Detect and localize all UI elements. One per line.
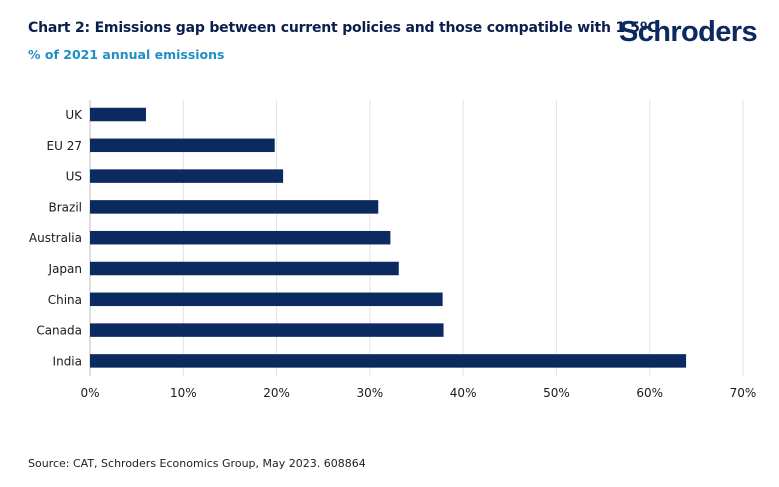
category-labels: UK EU 27 US Brazil Australia Japan China Canada… bbox=[29, 108, 83, 368]
x-tick-label-50: 50% bbox=[543, 386, 570, 400]
bar-australia bbox=[90, 230, 391, 245]
x-tick-label-30: 30% bbox=[357, 386, 384, 400]
x-tick-label-0: 0% bbox=[80, 386, 99, 400]
source-note: Source: CAT, Schroders Economics Group, … bbox=[28, 457, 366, 470]
chart-subtitle: % of 2021 annual emissions bbox=[28, 47, 225, 62]
brand-logo: Schroders bbox=[618, 16, 758, 48]
chart-title: Chart 2: Emissions gap between current p… bbox=[28, 20, 658, 36]
x-tick-label-60: 60% bbox=[636, 386, 663, 400]
x-tick-label-10: 10% bbox=[170, 386, 197, 400]
bar-canada bbox=[90, 323, 444, 337]
bars bbox=[90, 107, 687, 368]
category-label-canada: Canada bbox=[36, 324, 82, 338]
category-label-india: India bbox=[53, 354, 82, 368]
category-label-us: US bbox=[66, 170, 82, 184]
bar-brazil bbox=[90, 200, 379, 214]
bar-china bbox=[90, 292, 443, 307]
x-tick-label-70: 70% bbox=[730, 386, 757, 400]
category-label-china: China bbox=[48, 293, 82, 307]
category-label-australia: Australia bbox=[29, 231, 82, 245]
x-tick-label-40: 40% bbox=[450, 386, 477, 400]
category-label-uk: UK bbox=[65, 108, 83, 122]
bar-india bbox=[90, 354, 687, 368]
bar-eu-27 bbox=[90, 138, 275, 153]
x-tick-labels: 0% 10% 20% 30% 40% 50% 60% 70% bbox=[80, 386, 756, 400]
category-label-japan: Japan bbox=[48, 262, 82, 276]
category-label-brazil: Brazil bbox=[49, 200, 83, 214]
x-tick-label-20: 20% bbox=[263, 386, 290, 400]
bar-uk bbox=[90, 107, 146, 122]
bar-us bbox=[90, 169, 284, 183]
bar-japan bbox=[90, 261, 399, 276]
category-label-eu-27: EU 27 bbox=[47, 139, 82, 153]
